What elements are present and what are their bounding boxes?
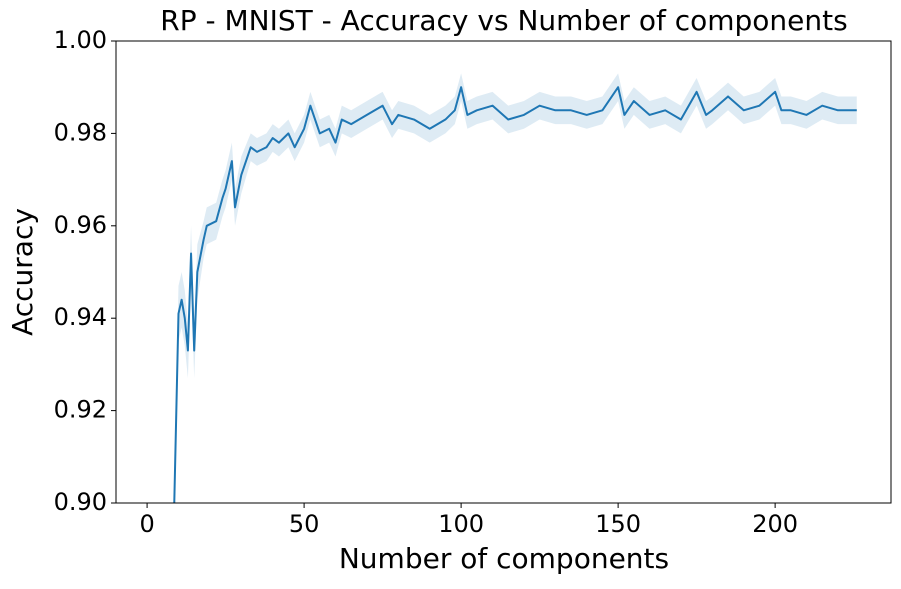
confidence-band (173, 73, 857, 503)
y-tick-label: 0.90 (54, 488, 107, 516)
y-tick-label: 0.92 (54, 396, 107, 424)
y-tick-label: 1.00 (54, 26, 107, 54)
x-tick-label: 150 (595, 510, 641, 538)
axes-frame (115, 40, 892, 504)
x-axis-label: Number of components (339, 542, 669, 575)
x-tick-label: 50 (289, 510, 320, 538)
x-tick-label: 200 (752, 510, 798, 538)
y-tick-label: 0.94 (54, 303, 107, 331)
plot-area (173, 73, 857, 503)
y-axis-label: Accuracy (6, 208, 39, 336)
line (173, 86, 857, 503)
x-tick-label: 100 (438, 510, 484, 538)
x-tick-label: 0 (139, 510, 154, 538)
chart-title: RP - MNIST - Accuracy vs Number of compo… (160, 4, 847, 37)
y-tick-label: 0.96 (54, 211, 107, 239)
y-tick-label: 0.98 (54, 118, 107, 146)
